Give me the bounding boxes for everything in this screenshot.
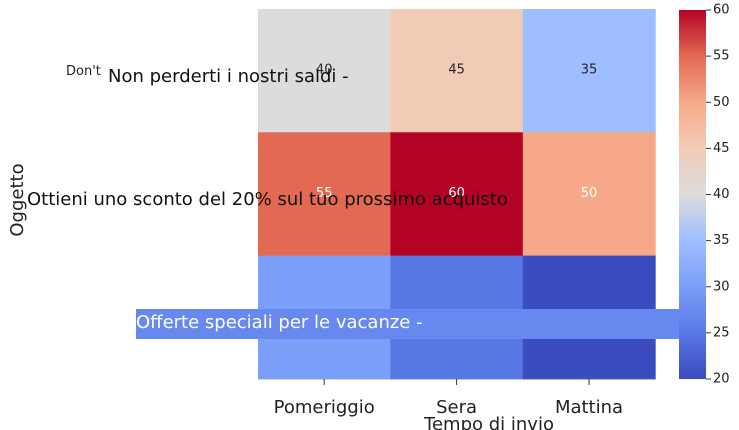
colorbar-tick-label: 55 bbox=[713, 49, 730, 64]
heatmap-cell bbox=[522, 9, 656, 133]
colorbar-tick-label: 45 bbox=[713, 141, 730, 156]
colorbar-tick-label: 25 bbox=[713, 325, 730, 340]
y-axis-tick-labels: Don't Non perderti i nostri saldi - Ottien… bbox=[27, 64, 706, 339]
heatmap-cell bbox=[390, 9, 524, 133]
cell-value-label: 55 bbox=[316, 186, 333, 201]
heatmap-cell-labels: 40 45 35 55 60 50 bbox=[316, 63, 597, 201]
cell-value-label: 35 bbox=[581, 63, 598, 78]
cell-value-label: 45 bbox=[448, 63, 465, 78]
colorbar bbox=[679, 10, 706, 379]
y-axis-title: Oggetto bbox=[7, 163, 28, 236]
colorbar-tick-label: 40 bbox=[713, 187, 730, 202]
y-tick-label: Non perderti i nostri saldi - bbox=[108, 66, 349, 87]
x-tick-label: Mattina bbox=[555, 397, 623, 418]
colorbar-tick-label: 20 bbox=[713, 372, 730, 387]
x-tick-label: Pomeriggio bbox=[274, 397, 375, 418]
colorbar-tick-label: 35 bbox=[713, 233, 730, 248]
x-axis-ticks: Pomeriggio Sera Mattina bbox=[274, 379, 623, 418]
y-tick-label-highlight bbox=[136, 309, 706, 339]
colorbar-tick-label: 30 bbox=[713, 279, 730, 294]
heatmap-cell bbox=[258, 132, 391, 257]
heatmap-cell bbox=[522, 132, 656, 257]
colorbar-tick-label: 50 bbox=[713, 95, 730, 110]
x-tick-label: Sera bbox=[436, 397, 477, 418]
heatmap-cell bbox=[258, 9, 391, 133]
cell-value-label: 60 bbox=[448, 186, 465, 201]
heatmap-cell bbox=[390, 132, 524, 257]
y-tick-label: Offerte speciali per le vacanze - bbox=[136, 312, 423, 333]
y-tick-label: Ottieni uno sconto del 20% sul tuo pross… bbox=[27, 189, 508, 210]
cell-value-label: 40 bbox=[316, 63, 333, 78]
colorbar-ticks: 20 25 30 35 40 45 50 55 60 bbox=[706, 3, 730, 387]
y-tick-label-overflow: Don't bbox=[66, 64, 101, 79]
colorbar-tick-label: 60 bbox=[713, 3, 730, 18]
x-axis-title: Tempo di invio bbox=[423, 414, 554, 430]
cell-value-label: 50 bbox=[581, 186, 598, 201]
